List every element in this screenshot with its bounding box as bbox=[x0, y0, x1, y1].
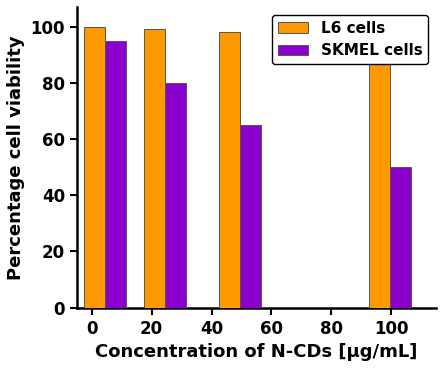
Bar bbox=[219, 32, 240, 308]
Y-axis label: Percentage cell viability: Percentage cell viability bbox=[7, 35, 25, 280]
Bar bbox=[144, 29, 165, 308]
Bar bbox=[240, 125, 261, 308]
Bar bbox=[390, 167, 411, 308]
Bar bbox=[165, 83, 186, 308]
Bar bbox=[369, 35, 390, 308]
Legend: L6 cells, SKMEL cells: L6 cells, SKMEL cells bbox=[272, 15, 428, 64]
Bar bbox=[105, 41, 126, 308]
Bar bbox=[84, 26, 105, 308]
X-axis label: Concentration of N-CDs [μg/mL]: Concentration of N-CDs [μg/mL] bbox=[95, 343, 418, 361]
